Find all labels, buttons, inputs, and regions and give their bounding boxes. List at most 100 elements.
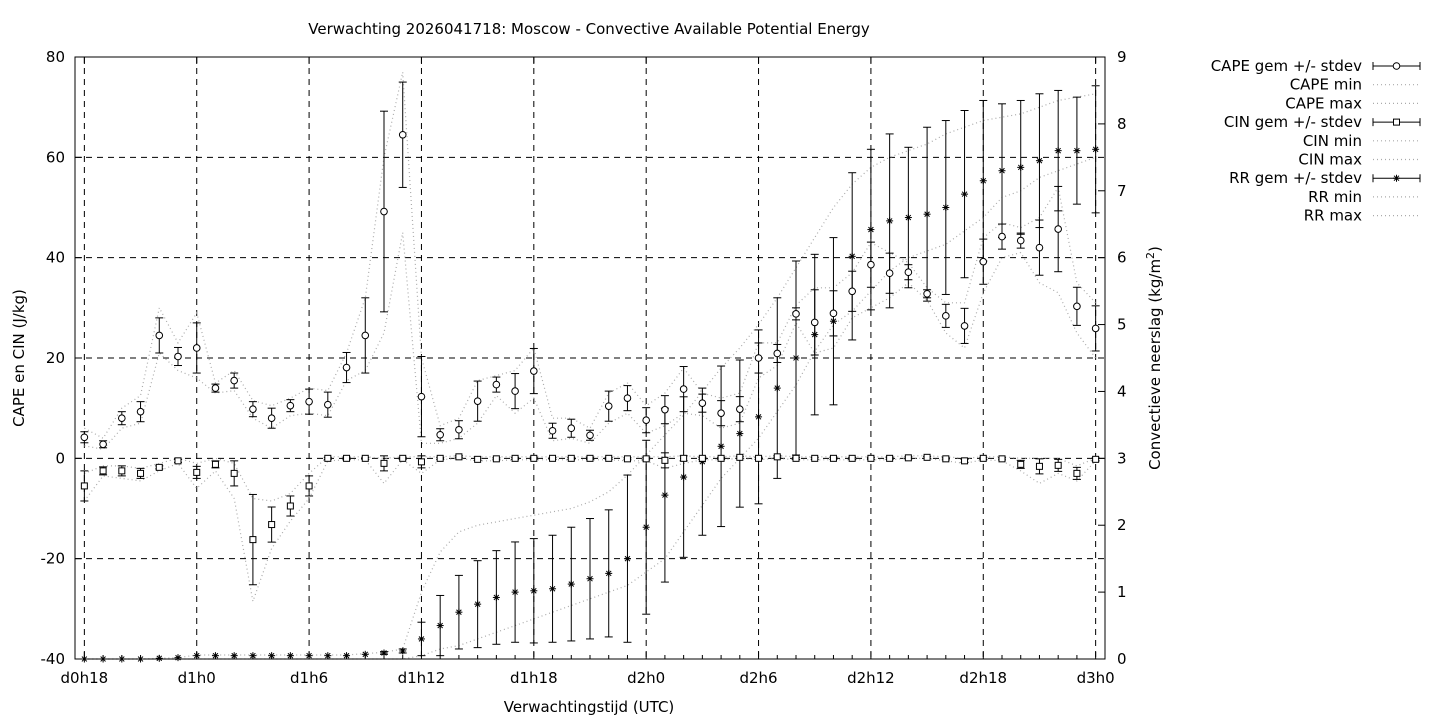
cin-point (286, 502, 294, 510)
rr-point (474, 600, 482, 608)
cape-point (810, 318, 819, 327)
rr-point (1035, 157, 1043, 165)
x-tick-label: d2h0 (627, 669, 665, 687)
rr-point (567, 580, 575, 588)
cin-point (361, 454, 369, 462)
cape-point (1091, 324, 1100, 333)
cape-point (380, 207, 388, 216)
rr-point (1073, 147, 1081, 155)
legend-label: RR max (1304, 207, 1362, 225)
cape-point (736, 405, 744, 413)
y-tick-label: -40 (41, 650, 66, 668)
cape-point (829, 309, 838, 318)
x-tick-label: d2h6 (739, 669, 777, 687)
rr-point (642, 523, 650, 531)
cin-point (155, 463, 163, 471)
cape-point (867, 260, 875, 269)
y2-axis-label-sup: 2 (1144, 252, 1157, 259)
rr-point (511, 588, 519, 596)
cape-point (249, 405, 257, 413)
y2-tick-label: 0 (1117, 650, 1127, 668)
cape-point (942, 312, 950, 320)
cin-point (211, 460, 219, 468)
rr-point (998, 167, 1006, 175)
cape-point (398, 130, 407, 139)
cape-point (754, 354, 763, 362)
cape-point (436, 430, 444, 439)
y2-tick-label: 9 (1117, 48, 1127, 66)
x-tick-label: d1h6 (290, 669, 328, 687)
cape-point (717, 409, 725, 417)
rr-point (773, 384, 781, 392)
cape-point (174, 352, 182, 361)
cin-point (417, 458, 425, 466)
cape-point (118, 414, 126, 423)
cin-point (230, 469, 238, 477)
cin-point (511, 454, 519, 462)
cin-point (474, 455, 482, 463)
cin-point (961, 457, 969, 465)
cape-point (99, 440, 107, 449)
cape-point (361, 331, 370, 340)
rr-point (399, 647, 407, 655)
rr-point (455, 608, 463, 616)
cin-point (1054, 461, 1062, 469)
cape-point (192, 344, 201, 352)
x-axis-ticks: d0h18 d1h0 d1h6 d1h12 d1h18 d2h0 d2h6 d2h12 d2h1… (61, 57, 1115, 687)
cin-point (642, 455, 650, 463)
x-tick-label: d1h0 (178, 669, 216, 687)
cape-point (885, 269, 894, 278)
cin-point (1017, 460, 1025, 468)
rr-point (549, 585, 557, 593)
cin-point (736, 453, 744, 461)
cape-point (342, 363, 351, 372)
x-tick-label: d2h18 (959, 669, 1007, 687)
cape-point (567, 424, 576, 433)
series-group (80, 71, 1100, 663)
y-axis-ticks: -40 -20 0 20 40 60 80 (41, 48, 82, 668)
y2-tick-label: 4 (1117, 382, 1127, 400)
cin-point (605, 454, 613, 462)
y2-axis-label-end: ) (1146, 246, 1164, 252)
y2-tick-label: 7 (1117, 182, 1127, 200)
cape-point (1073, 302, 1081, 311)
cin-point (549, 454, 557, 462)
cin-point (942, 455, 950, 463)
rr-point (792, 354, 800, 362)
y2-tick-label: 6 (1117, 249, 1127, 267)
cape-point (904, 268, 913, 277)
cape-point (679, 385, 688, 393)
cape-point (455, 425, 463, 434)
cape-point (155, 331, 164, 340)
cin-point (680, 454, 688, 462)
cape-point (1035, 243, 1044, 252)
rr-point (755, 413, 763, 421)
cin-point (811, 454, 819, 462)
cin-point (399, 454, 407, 462)
rr-point (661, 491, 669, 499)
cin-max-line (84, 455, 1096, 502)
cin-point (249, 536, 257, 544)
rr-point (605, 569, 613, 577)
y-tick-label: -20 (41, 550, 66, 568)
y2-tick-label: 5 (1117, 316, 1127, 334)
cin-point (1073, 469, 1081, 477)
cape-point (492, 380, 501, 389)
cape-point (211, 384, 220, 392)
y2-tick-label: 3 (1117, 449, 1127, 467)
legend-label: CIN min (1303, 132, 1362, 150)
legend-cape-marker (1392, 62, 1401, 70)
y-tick-label: 0 (55, 449, 65, 467)
cape-point (80, 433, 89, 442)
cape-point (1016, 236, 1025, 245)
legend-rr-marker (1393, 175, 1400, 182)
cin-point (80, 482, 88, 490)
x-tick-label: d0h18 (61, 669, 109, 687)
rr-point (1054, 147, 1062, 155)
rr-point (979, 177, 987, 185)
cape-point (604, 402, 613, 410)
y-tick-label: 20 (46, 349, 65, 367)
rr-point (717, 442, 725, 450)
legend-label: CAPE max (1285, 94, 1362, 112)
